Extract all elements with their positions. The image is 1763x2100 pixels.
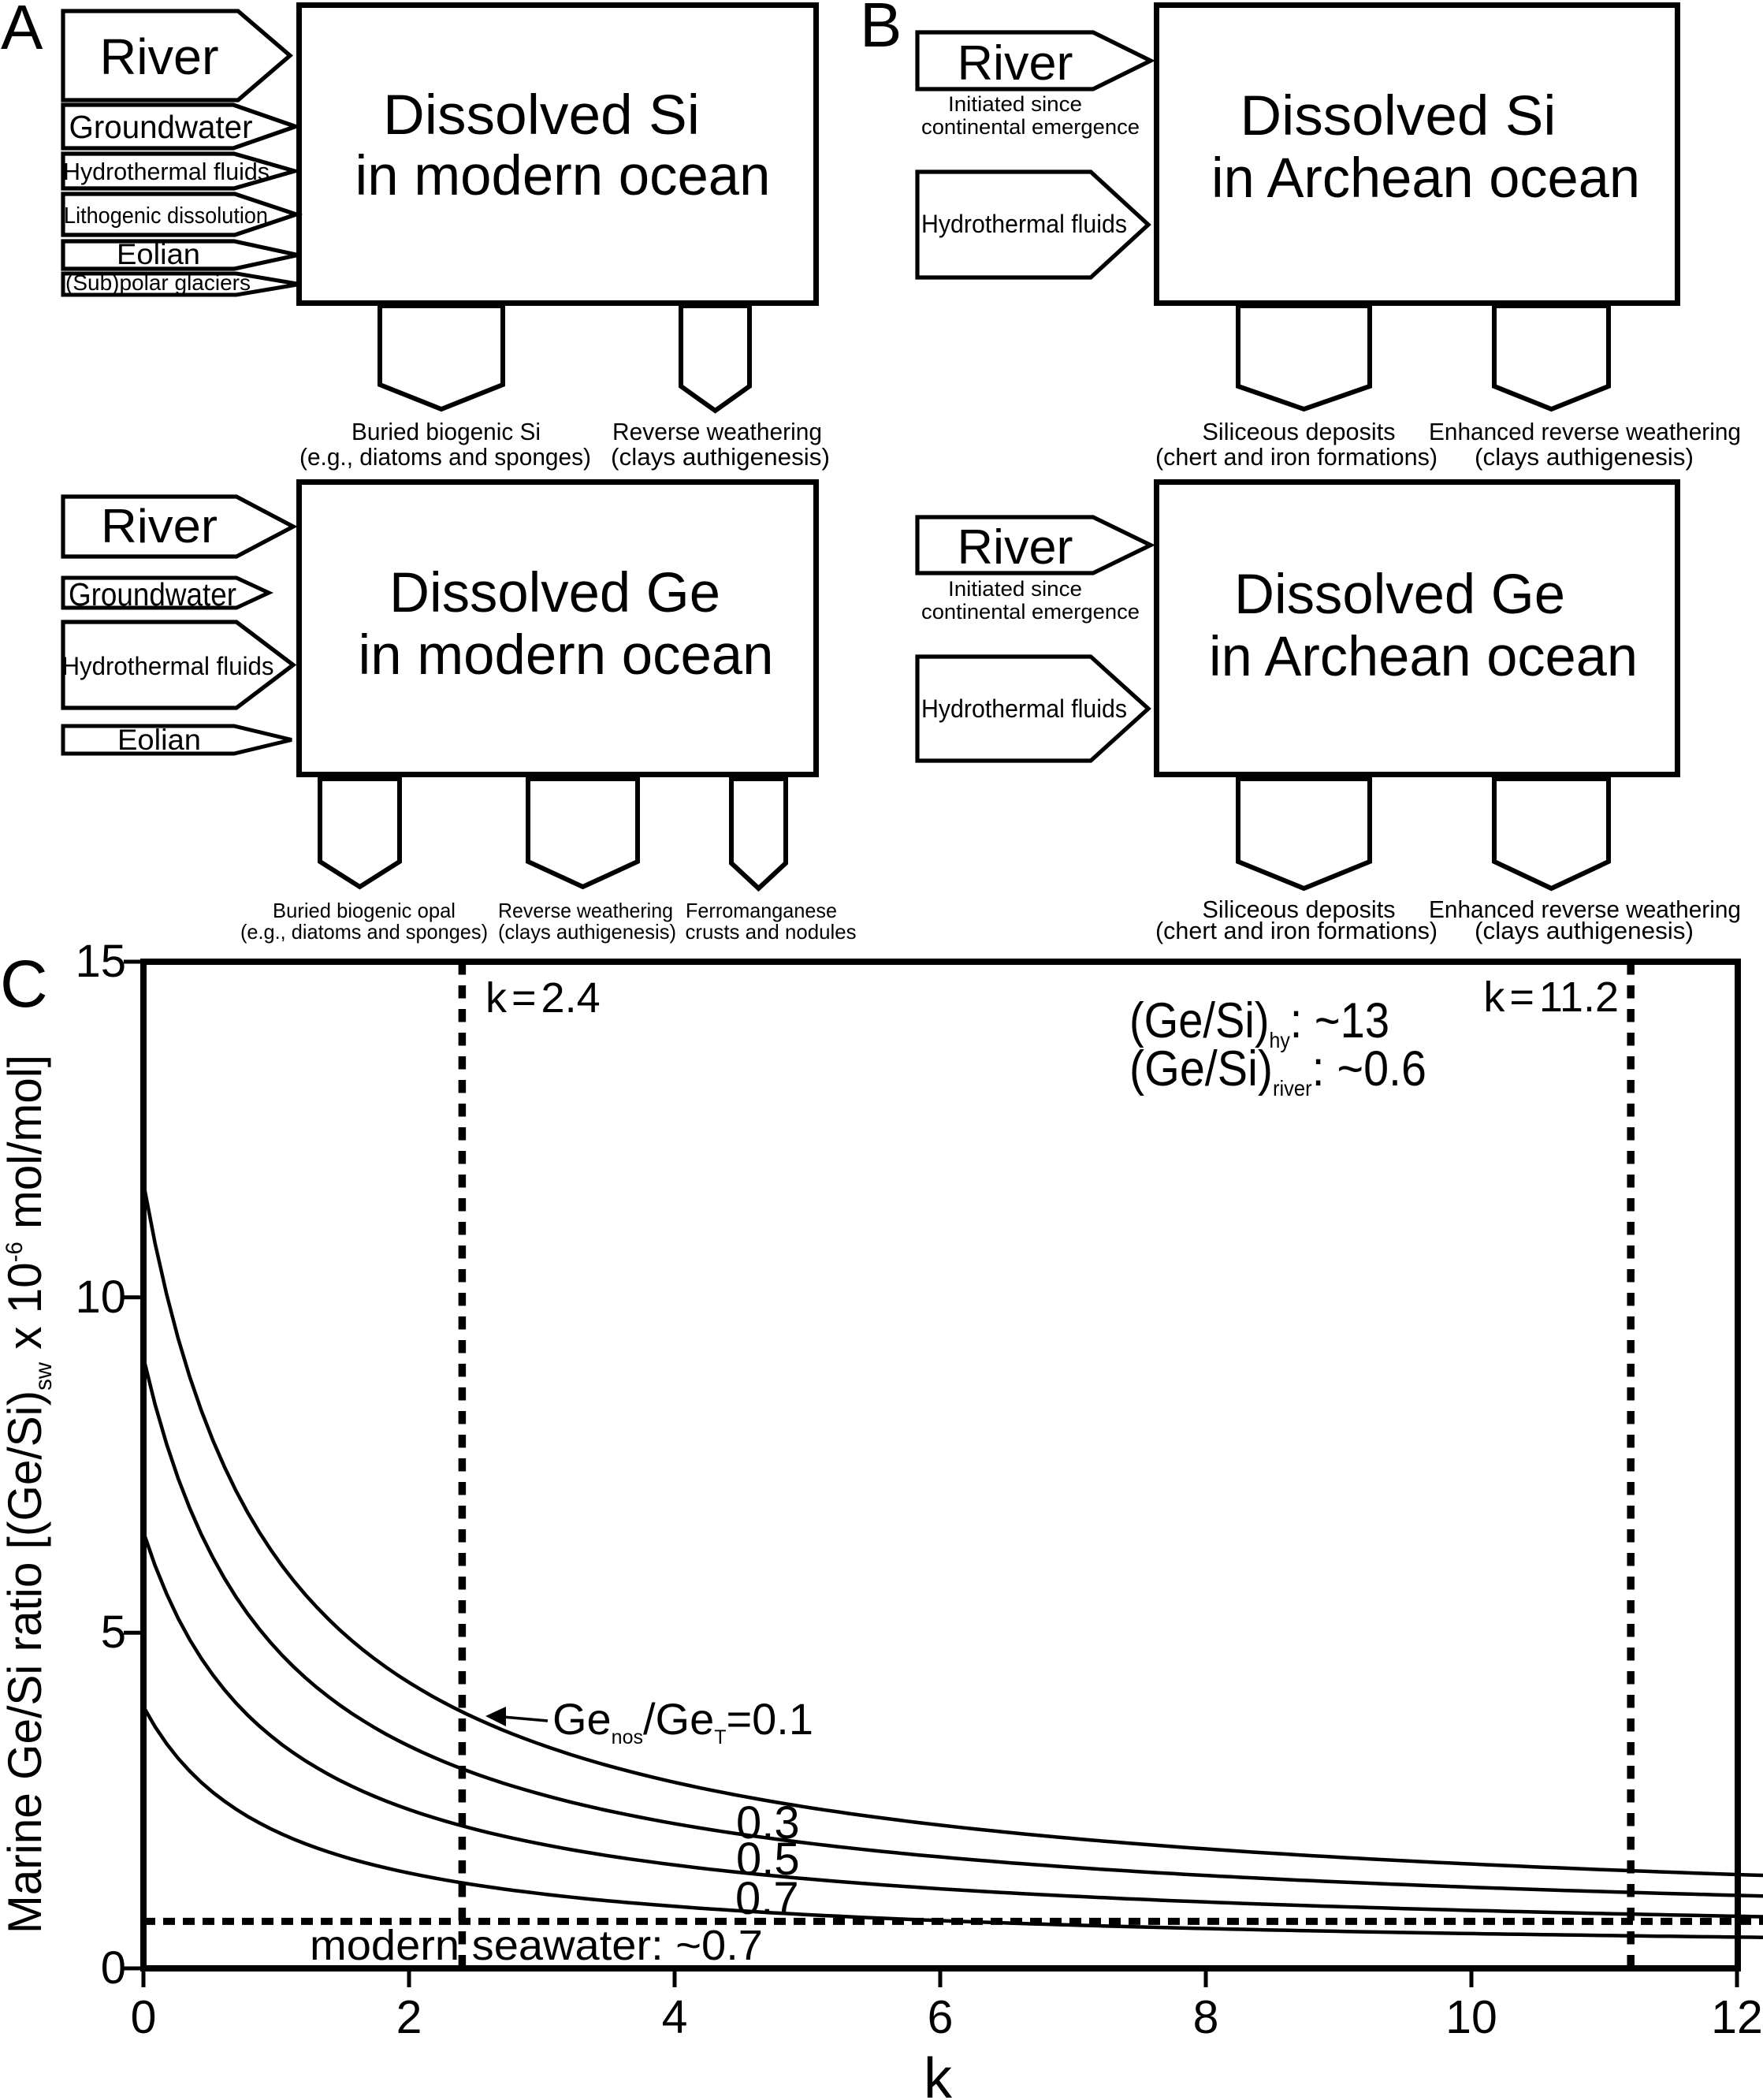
svg-text:(clays authigenesis): (clays authigenesis) [611, 443, 830, 471]
svg-text:Reverse weathering: Reverse weathering [498, 899, 673, 922]
svg-text:(Sub)polar glaciers: (Sub)polar glaciers [65, 270, 251, 295]
svg-text:continental emergence: continental emergence [921, 600, 1140, 624]
svg-text:crusts and nodules: crusts and nodules [686, 920, 857, 944]
svg-text:k=2.4: k = 2.4 [485, 974, 601, 1022]
svg-text:k: k [924, 2047, 953, 2100]
svg-text:Dissolved Si: Dissolved Si [1240, 85, 1557, 147]
svg-text:0: 0 [131, 1991, 157, 2043]
svg-text:Hydrothermal fluids: Hydrothermal fluids [63, 158, 270, 185]
svg-text:(clays authigenesis): (clays authigenesis) [1475, 917, 1694, 944]
svg-text:Groundwater: Groundwater [69, 576, 236, 612]
svg-text:River: River [100, 28, 219, 85]
svg-text:Eolian: Eolian [117, 724, 201, 756]
svg-text:(clays authigenesis): (clays authigenesis) [1475, 443, 1694, 471]
svg-text:in modern ocean: in modern ocean [355, 145, 771, 207]
svg-text:B: B [860, 0, 902, 60]
svg-text:Enhanced reverse weathering: Enhanced reverse weathering [1429, 895, 1741, 923]
svg-text:(clays authigenesis): (clays authigenesis) [498, 920, 676, 944]
svg-text:Hydrothermal fluids: Hydrothermal fluids [921, 210, 1127, 238]
svg-text:Genos/GeT=0.1: Genos/GeT=0.1 [552, 1694, 813, 1748]
svg-text:0.5: 0.5 [736, 1834, 800, 1885]
svg-text:(e.g., diatoms and sponges): (e.g., diatoms and sponges) [299, 443, 591, 471]
svg-text:(Ge/Si)hy: ~13: (Ge/Si)hy: ~13 [1129, 993, 1389, 1052]
svg-text:C: C [0, 947, 48, 1021]
svg-text:0.7: 0.7 [735, 1873, 799, 1924]
svg-text:in Archean ocean: in Archean ocean [1211, 147, 1640, 210]
svg-text:continental emergence: continental emergence [921, 115, 1140, 139]
svg-text:Initiated since: Initiated since [948, 92, 1082, 116]
svg-text:0: 0 [101, 1942, 126, 1994]
svg-text:k=11.2: k = 11.2 [1483, 974, 1619, 1021]
svg-text:5: 5 [101, 1607, 126, 1658]
svg-text:Eolian: Eolian [117, 238, 200, 270]
svg-text:8: 8 [1193, 1991, 1219, 2043]
svg-text:Buried biogenic opal: Buried biogenic opal [273, 899, 456, 922]
svg-text:Ferromanganese: Ferromanganese [686, 899, 837, 922]
svg-text:Buried biogenic Si: Buried biogenic Si [351, 418, 541, 445]
svg-text:Enhanced reverse weathering: Enhanced reverse weathering [1429, 418, 1741, 445]
svg-text:River: River [101, 500, 218, 553]
svg-text:in modern ocean: in modern ocean [359, 624, 774, 687]
svg-text:(chert and iron formations): (chert and iron formations) [1155, 917, 1438, 944]
svg-text:Marine Ge/Si ratio [(Ge/Si)sw: Marine Ge/Si ratio [(Ge/Si)sw x 10-6 mol… [0, 1055, 57, 1934]
svg-text:Hydrothermal fluids: Hydrothermal fluids [62, 652, 274, 680]
svg-text:Reverse weathering: Reverse weathering [612, 418, 822, 445]
svg-text:Dissolved Si: Dissolved Si [383, 84, 700, 147]
svg-text:2: 2 [396, 1991, 422, 2043]
svg-text:River: River [958, 520, 1073, 575]
svg-text:15: 15 [75, 936, 126, 987]
svg-text:Siliceous deposits: Siliceous deposits [1203, 418, 1396, 445]
svg-text:Groundwater: Groundwater [69, 109, 253, 145]
svg-text:Dissolved Ge: Dissolved Ge [1234, 564, 1565, 626]
svg-text:12: 12 [1711, 1991, 1763, 2043]
svg-text:Initiated since: Initiated since [948, 577, 1082, 601]
svg-text:Dissolved Ge: Dissolved Ge [389, 562, 720, 624]
svg-text:River: River [958, 36, 1073, 91]
svg-text:0.3: 0.3 [736, 1797, 800, 1849]
svg-text:(chert and iron formations): (chert and iron formations) [1155, 443, 1438, 471]
svg-text:Siliceous deposits: Siliceous deposits [1203, 895, 1396, 923]
svg-text:6: 6 [928, 1991, 954, 2043]
svg-text:Hydrothermal fluids: Hydrothermal fluids [921, 694, 1127, 723]
svg-text:10: 10 [1445, 1991, 1497, 2043]
svg-text:(e.g., diatoms and sponges): (e.g., diatoms and sponges) [240, 920, 488, 944]
svg-text:modern seawater: ~0.7: modern seawater: ~0.7 [310, 1922, 763, 1969]
svg-text:in Archean ocean: in Archean ocean [1209, 626, 1638, 688]
svg-text:4: 4 [662, 1991, 688, 2043]
svg-text:A: A [1, 0, 43, 62]
svg-text:Lithogenic dissolution: Lithogenic dissolution [64, 203, 268, 229]
svg-text:10: 10 [75, 1272, 126, 1323]
